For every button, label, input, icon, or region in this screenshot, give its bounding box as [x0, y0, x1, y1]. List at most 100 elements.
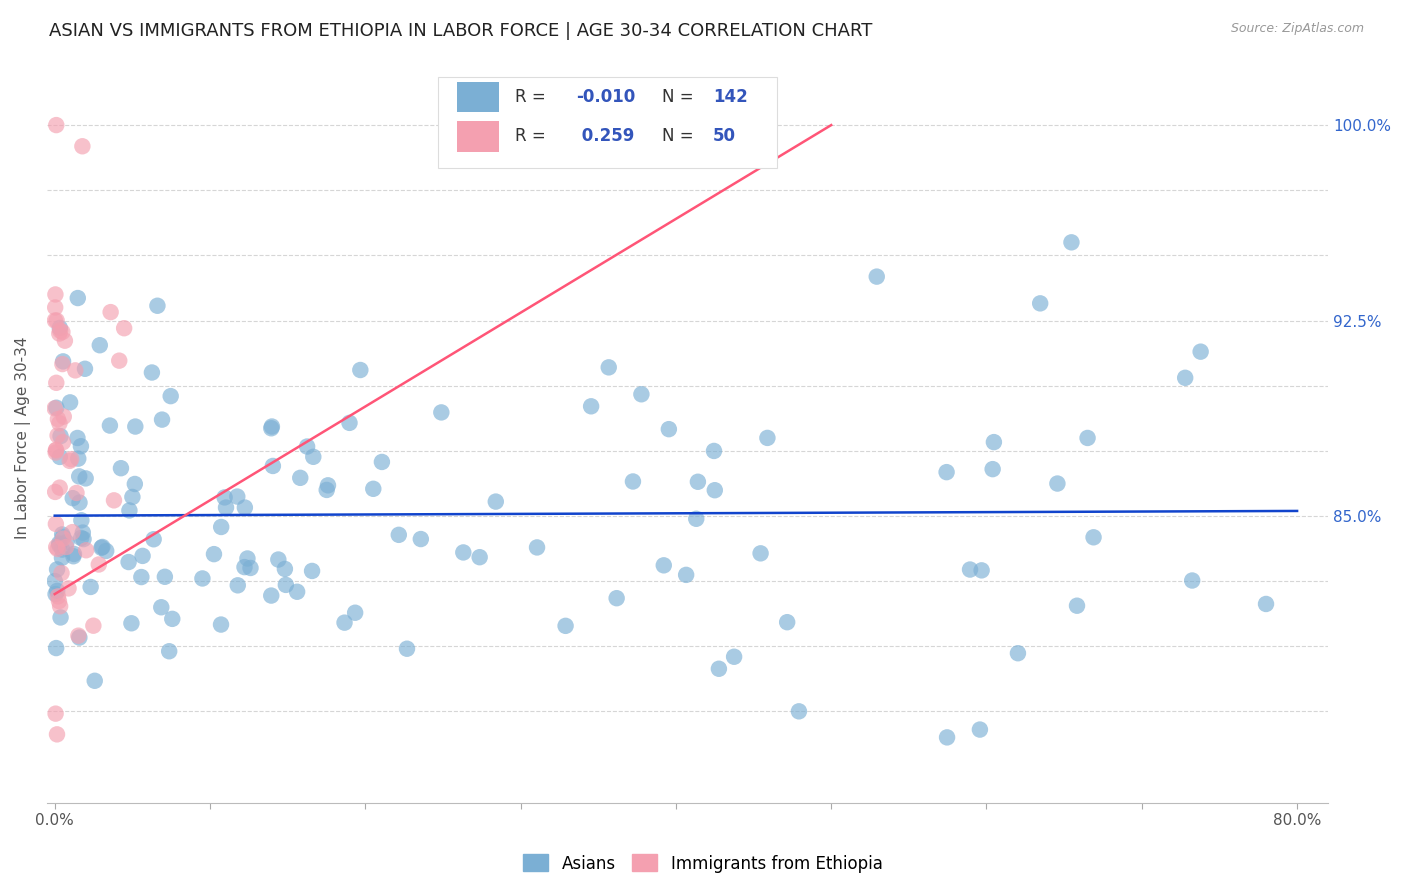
Point — [58, 582, 80, 596]
Point — [274, 578, 297, 592]
Point — [150, 600, 173, 615]
Point — [118, 503, 141, 517]
Point — [430, 405, 453, 419]
Point — [45, 118, 67, 132]
Point — [46, 412, 69, 426]
Point — [90, 541, 112, 555]
Point — [339, 416, 361, 430]
Point — [44, 287, 66, 301]
Point — [48, 417, 70, 431]
Point — [100, 305, 122, 319]
Text: N =: N = — [662, 87, 699, 106]
Point — [60, 452, 83, 467]
Point — [79, 580, 101, 594]
Point — [983, 435, 1005, 450]
Point — [361, 482, 384, 496]
Text: ASIAN VS IMMIGRANTS FROM ETHIOPIA IN LABOR FORCE | AGE 30-34 CORRELATION CHART: ASIAN VS IMMIGRANTS FROM ETHIOPIA IN LAB… — [49, 22, 873, 40]
Point — [209, 617, 232, 632]
FancyBboxPatch shape — [457, 121, 499, 152]
Point — [191, 571, 214, 585]
Point — [131, 549, 153, 563]
Point — [98, 418, 121, 433]
Point — [226, 490, 249, 504]
Point — [49, 324, 72, 338]
Point — [395, 641, 418, 656]
Point — [981, 462, 1004, 476]
Point — [67, 629, 90, 643]
Point — [45, 401, 67, 415]
Point — [44, 313, 66, 327]
Point — [53, 334, 76, 348]
Text: Source: ZipAtlas.com: Source: ZipAtlas.com — [1230, 22, 1364, 36]
Point — [1189, 344, 1212, 359]
Point — [89, 338, 111, 352]
Point — [51, 566, 73, 580]
Point — [87, 558, 110, 572]
Text: 0.259: 0.259 — [576, 128, 634, 145]
Point — [579, 399, 602, 413]
Point — [103, 493, 125, 508]
Point — [51, 542, 73, 557]
Point — [45, 313, 67, 327]
Point — [749, 546, 772, 560]
Point — [45, 376, 67, 390]
Point — [162, 612, 184, 626]
Point — [59, 454, 82, 468]
Point — [117, 555, 139, 569]
Point — [75, 471, 97, 485]
Point — [285, 584, 308, 599]
Point — [67, 451, 90, 466]
Point — [233, 500, 256, 515]
Point — [159, 389, 181, 403]
Point — [1066, 599, 1088, 613]
Point — [91, 540, 114, 554]
Point — [44, 574, 66, 588]
Point — [44, 484, 66, 499]
Point — [121, 490, 143, 504]
Point — [658, 422, 681, 436]
Text: R =: R = — [515, 128, 551, 145]
Point — [46, 583, 69, 598]
Point — [52, 819, 75, 833]
Point — [226, 578, 249, 592]
Point — [233, 560, 256, 574]
Point — [45, 706, 67, 721]
Point — [46, 428, 69, 442]
Legend: Asians, Immigrants from Ethiopia: Asians, Immigrants from Ethiopia — [516, 847, 890, 880]
Point — [110, 461, 132, 475]
Point — [453, 545, 475, 559]
Point — [49, 429, 72, 443]
Point — [935, 465, 957, 479]
Point — [260, 421, 283, 435]
Point — [55, 540, 77, 554]
Point — [630, 387, 652, 401]
Point — [70, 439, 93, 453]
Point — [48, 481, 70, 495]
Point — [51, 325, 73, 339]
Point — [82, 618, 104, 632]
Point — [707, 662, 730, 676]
Point — [1077, 431, 1099, 445]
Point — [776, 615, 799, 630]
Point — [83, 673, 105, 688]
Point — [723, 649, 745, 664]
Point — [45, 445, 67, 459]
Point — [606, 591, 628, 606]
Point — [45, 443, 67, 458]
Point — [45, 641, 67, 656]
Point — [46, 562, 69, 576]
Point — [295, 440, 318, 454]
Point — [124, 477, 146, 491]
Point — [45, 540, 67, 554]
Point — [52, 532, 75, 546]
Point — [72, 139, 94, 153]
Point — [1083, 530, 1105, 544]
Point — [55, 535, 77, 549]
Point — [274, 562, 297, 576]
Point — [349, 363, 371, 377]
Point — [1174, 371, 1197, 385]
Point — [73, 361, 96, 376]
Point — [260, 419, 283, 434]
Point — [209, 520, 232, 534]
Point — [65, 363, 87, 377]
